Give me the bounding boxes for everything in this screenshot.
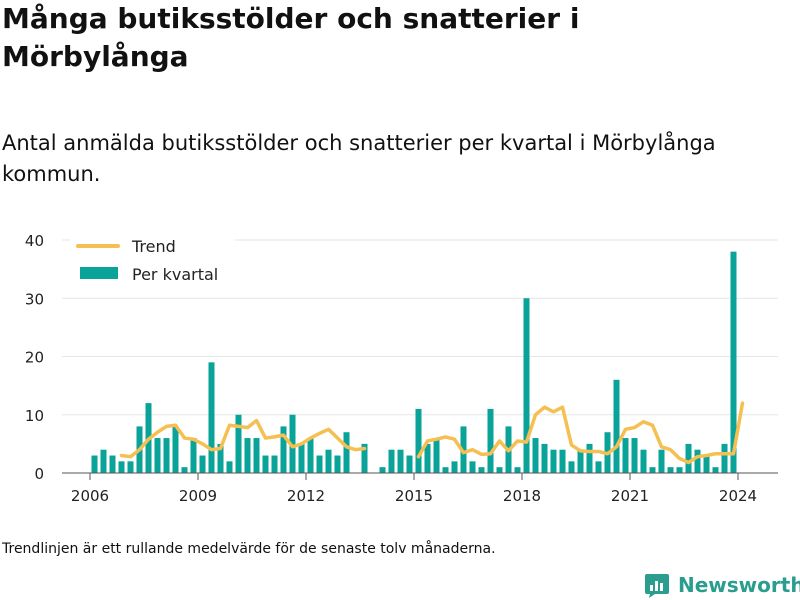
chart-subtitle: Antal anmälda butiksstölder och snatteri… [2, 131, 716, 186]
x-tick-label: 2006 [71, 487, 109, 505]
bar [334, 455, 341, 473]
bar [568, 461, 575, 473]
bars [91, 251, 737, 473]
bar [559, 449, 566, 473]
bar [622, 438, 629, 473]
bar [199, 455, 206, 473]
bar [154, 438, 161, 473]
bar [514, 467, 521, 473]
bar [307, 438, 314, 473]
bar [343, 432, 350, 473]
bar [676, 467, 683, 473]
bar [244, 438, 251, 473]
y-tick-label: 20 [25, 349, 44, 367]
bar [640, 449, 647, 473]
bar [721, 443, 728, 473]
legend-bar-label: Per kvartal [132, 265, 218, 284]
trend-line-layer [119, 401, 745, 465]
bar [91, 455, 98, 473]
bar [451, 461, 458, 473]
bar [631, 438, 638, 473]
bar [424, 443, 431, 473]
bar [649, 467, 656, 473]
bar [217, 443, 224, 473]
legend-background [70, 233, 235, 291]
bar [118, 461, 125, 473]
bar [280, 426, 287, 473]
x-tick-label: 2015 [395, 487, 433, 505]
bar [325, 449, 332, 473]
axes: 0 10 20 30 40 2006 2009 2012 2015 2018 2021 2024 [25, 232, 778, 505]
bar [685, 443, 692, 473]
bar [298, 443, 305, 473]
x-tick-label: 2018 [503, 487, 541, 505]
bar [379, 467, 386, 473]
bar [496, 467, 503, 473]
y-tick-label: 0 [34, 465, 44, 483]
trend-line [416, 401, 745, 465]
bar [469, 461, 476, 473]
bar [316, 455, 323, 473]
legend: Trend Per kvartal [70, 233, 235, 291]
bar [730, 251, 737, 473]
bar [577, 449, 584, 473]
bar [289, 414, 296, 473]
bar [190, 438, 197, 473]
bar [523, 298, 530, 473]
bar [262, 455, 269, 473]
bar [208, 362, 215, 473]
bar [703, 455, 710, 473]
bar [271, 455, 278, 473]
bar [613, 379, 620, 473]
bar [532, 438, 539, 473]
bar [109, 455, 116, 473]
bar [712, 467, 719, 473]
footnote: Trendlinjen är ett rullande medelvärde f… [2, 541, 496, 557]
bar [586, 443, 593, 473]
bar [694, 449, 701, 473]
bar [541, 443, 548, 473]
trend-line [119, 418, 367, 459]
x-tick-label: 2012 [287, 487, 325, 505]
legend-bar-swatch [80, 267, 118, 279]
bar [397, 449, 404, 473]
bar [163, 438, 170, 473]
bar [100, 449, 107, 473]
y-tick-label: 30 [25, 290, 44, 308]
bar [433, 438, 440, 473]
bar [361, 443, 368, 473]
y-tick-label: 40 [25, 232, 44, 250]
bar [595, 461, 602, 473]
brand-name: Newsworthy [678, 573, 800, 597]
chart: 0 10 20 30 40 2006 2009 2012 2015 2018 2021 2024 Tr… [25, 232, 778, 505]
bar [127, 461, 134, 473]
bar [550, 449, 557, 473]
bar [226, 461, 233, 473]
bar [442, 467, 449, 473]
chart-title: Många butiksstölder och snatterier i Mör… [2, 2, 580, 73]
brand-logo: Newsworthy [644, 570, 800, 600]
bar [415, 408, 422, 473]
bar [667, 467, 674, 473]
bar [658, 449, 665, 473]
x-tick-label: 2021 [611, 487, 649, 505]
bar [388, 449, 395, 473]
bar [235, 414, 242, 473]
x-tick-label: 2009 [179, 487, 217, 505]
bar [172, 426, 179, 473]
y-tick-label: 10 [25, 407, 44, 425]
bar [487, 408, 494, 473]
newsworthy-logo-icon [645, 574, 669, 598]
bar [253, 438, 260, 473]
bar [406, 455, 413, 473]
x-tick-label: 2024 [719, 487, 757, 505]
bar [181, 467, 188, 473]
legend-trend-label: Trend [131, 237, 176, 256]
bar [478, 467, 485, 473]
